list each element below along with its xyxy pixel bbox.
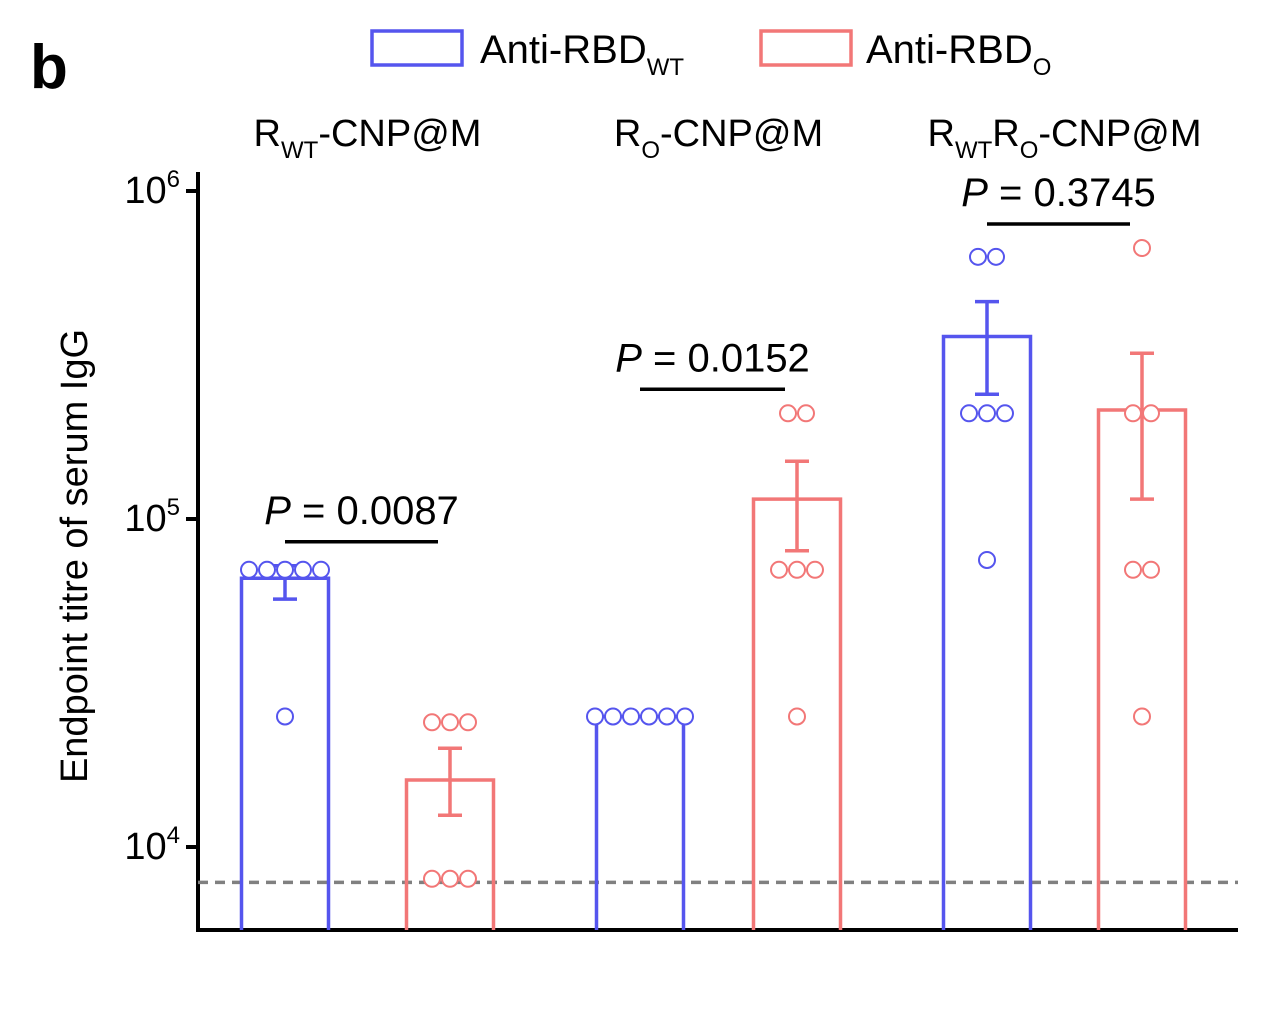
group-label-text: -CNP@M [660,113,823,155]
legend: Anti-RBDWT Anti-RBDO [370,28,1051,81]
p-symbol: P [615,336,642,380]
legend-swatch-wt [370,29,464,67]
group-label: RWTRO-CNP@M [927,113,1201,164]
bar-wt [941,334,1033,930]
data-point-wt [978,404,996,423]
data-point-wt [586,707,604,726]
bar-wt [239,576,331,930]
data-point-o [441,713,459,732]
group-label-subscript: O [641,137,660,164]
data-point-wt [996,404,1014,423]
data-point-wt [294,560,312,579]
data-point-wt [276,560,294,579]
p-value: = 0.0087 [291,489,459,533]
group-label-text: R [614,113,641,155]
data-point-o [423,713,441,732]
data-point-o [779,404,797,423]
y-tick-base: 10 [124,498,166,540]
y-tick-exponent: 5 [167,494,180,521]
y-tick-label: 104 [124,822,180,868]
data-point-o [797,404,815,423]
group-label-text: R [254,113,281,155]
p-value: = 0.3745 [988,171,1156,215]
legend-subscript-wt: WT [647,54,685,81]
data-point-o [1124,404,1142,423]
data-point-o [459,713,477,732]
y-tick-label: 106 [124,166,180,212]
data-point-o [1142,404,1160,423]
y-tick-exponent: 6 [167,166,180,193]
bar-wt [594,714,686,930]
legend-label-wt: Anti-RBD [480,28,647,72]
p-value-label: P = 0.0152 [615,336,810,380]
data-point-wt [987,247,1005,266]
data-point-wt [276,707,294,726]
legend-swatch-o [759,29,853,67]
data-point-o [770,560,788,579]
legend-entry-anti-rbd-o: Anti-RBDO [759,28,1051,81]
y-tick-label: 105 [124,494,180,540]
data-point-o [441,869,459,888]
legend-subscript-o: O [1033,54,1052,81]
group-label-text: R [927,113,954,155]
group-label: RO-CNP@M [614,113,823,164]
data-point-wt [960,404,978,423]
data-point-wt [969,247,987,266]
y-tick-exponent: 4 [167,822,180,849]
group-label-text: R [992,113,1019,155]
data-point-wt [658,707,676,726]
legend-label-o: Anti-RBD [866,28,1033,72]
group-label-text: -CNP@M [1038,113,1201,155]
data-point-wt [640,707,658,726]
group-label-text: -CNP@M [318,113,481,155]
p-value: = 0.0152 [642,336,810,380]
p-symbol: P [961,171,988,215]
group-label: RWT-CNP@M [254,113,482,164]
data-point-wt [622,707,640,726]
svg-text:Anti-RBDWT: Anti-RBDWT [480,28,684,81]
data-point-wt [978,550,996,569]
legend-entry-anti-rbd-wt: Anti-RBDWT [370,28,684,81]
data-point-wt [604,707,622,726]
data-point-wt [240,560,258,579]
data-point-wt [676,707,694,726]
data-point-wt [312,560,330,579]
panel-label: b [30,33,68,102]
y-tick-base: 10 [124,170,166,212]
y-tick-base: 10 [124,826,166,868]
p-symbol: P [264,489,291,533]
group-label-subscript: WT [955,137,993,164]
data-point-wt [258,560,276,579]
data-point-o [788,560,806,579]
p-value-label: P = 0.3745 [961,171,1156,215]
data-point-o [806,560,824,579]
data-point-o [788,707,806,726]
data-point-o [1133,239,1151,258]
svg-text:Anti-RBDO: Anti-RBDO [866,28,1051,81]
data-point-o [423,869,441,888]
p-value-label: P = 0.0087 [264,489,459,533]
data-point-o [1124,560,1142,579]
data-point-o [459,869,477,888]
data-point-o [1142,560,1160,579]
group-label-subscript: O [1020,137,1039,164]
data-point-o [1133,707,1151,726]
y-axis-label: Endpoint titre of serum IgG [54,329,96,783]
group-label-subscript: WT [281,137,319,164]
